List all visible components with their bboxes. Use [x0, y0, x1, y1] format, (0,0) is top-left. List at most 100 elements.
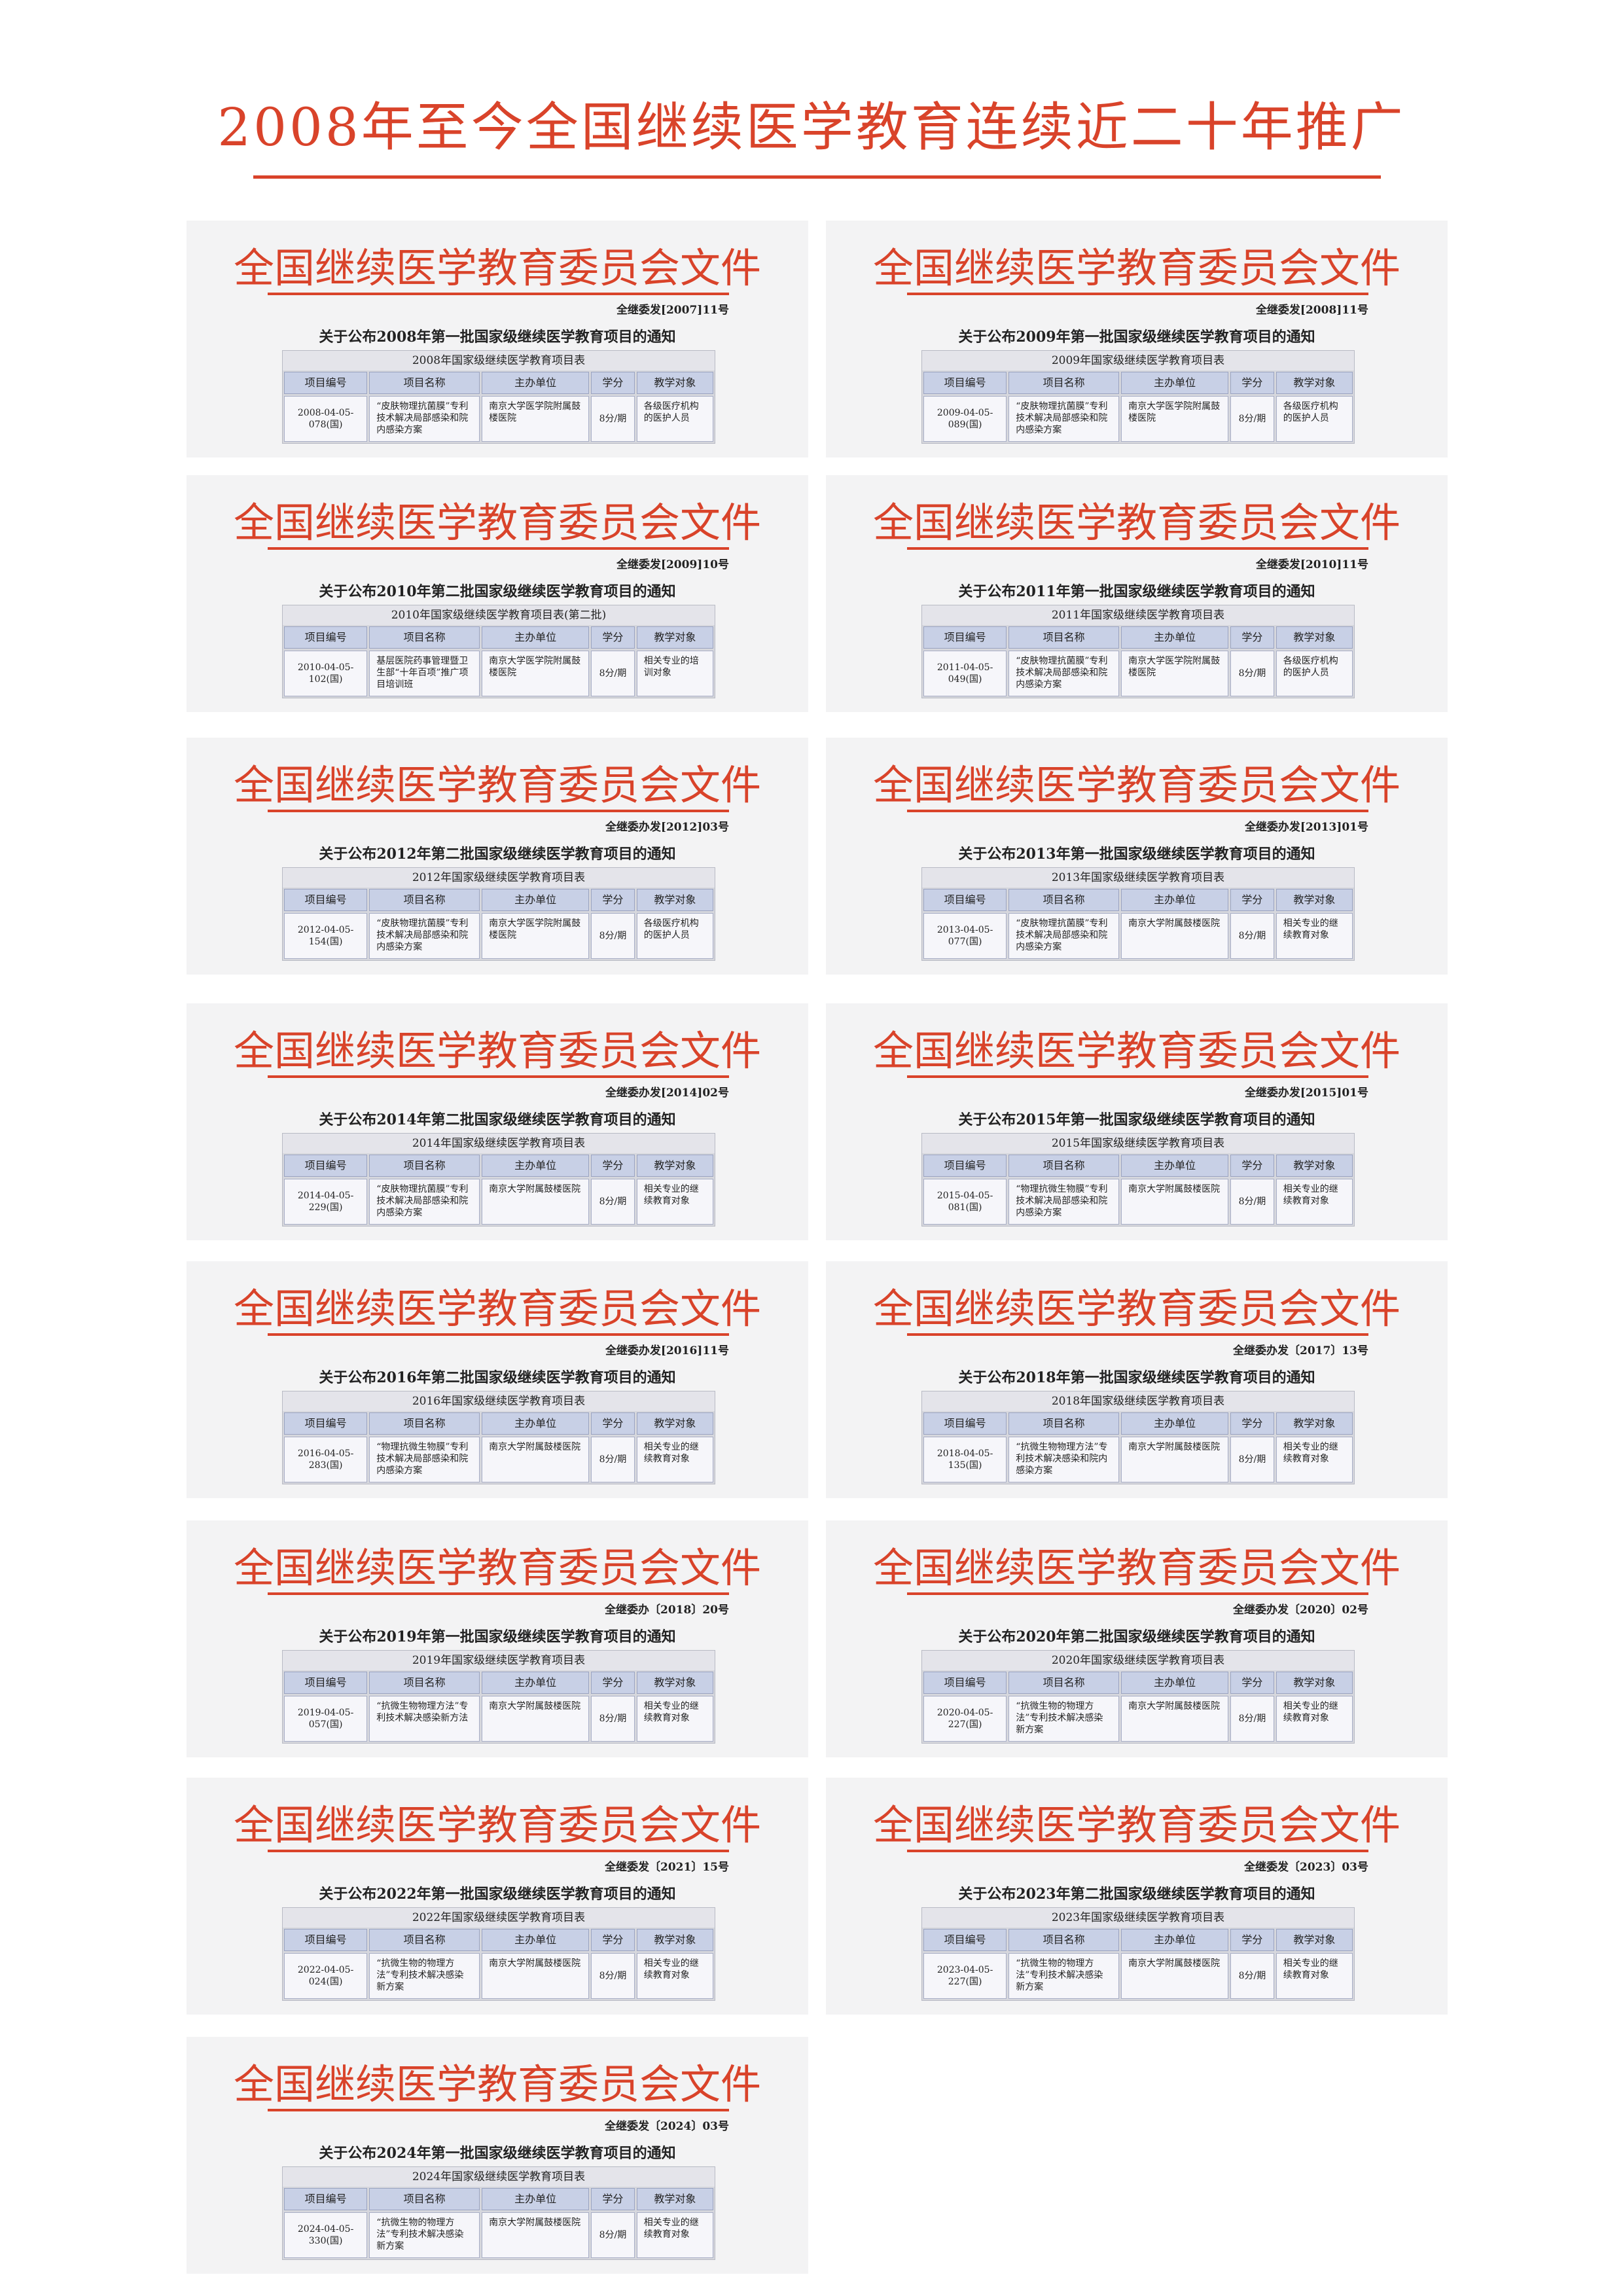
- card-header: 全国继续医学教育委员会文件: [872, 1801, 1400, 1849]
- column-header: 学分: [591, 626, 635, 649]
- table-cell: “抗微生物的物理方法”专利技术解决感染新方案: [1008, 1953, 1120, 1999]
- table-title: 2014年国家级继续医学教育项目表: [283, 1134, 715, 1153]
- table-cell: 8分/期: [591, 1437, 635, 1482]
- table-cell: 2013-04-05-077(国): [923, 913, 1007, 959]
- header-rule: [268, 810, 729, 812]
- table-title: 2022年国家级继续医学教育项目表: [283, 1908, 715, 1928]
- card-header: 全国继续医学教育委员会文件: [233, 1544, 761, 1592]
- column-header: 教学对象: [636, 1412, 713, 1435]
- table-cell: 8分/期: [1230, 396, 1274, 442]
- table-cell: 2014-04-05-229(国): [284, 1179, 368, 1225]
- header-rule: [907, 293, 1368, 295]
- column-header: 学分: [591, 1412, 635, 1435]
- column-header: 学分: [1230, 1412, 1274, 1435]
- table-cell: 相关专业的继续教育对象: [636, 1179, 713, 1225]
- table-cell: 南京大学医学院附属鼓楼医院: [1121, 396, 1229, 442]
- column-header: 教学对象: [1275, 1929, 1353, 1951]
- column-header: 学分: [591, 1929, 635, 1951]
- column-header: 学分: [1230, 626, 1274, 649]
- table-title: 2009年国家级继续医学教育项目表: [922, 351, 1354, 370]
- column-header: 学分: [591, 2188, 635, 2210]
- table-cell: 相关专业的继续教育对象: [1275, 1696, 1353, 1742]
- column-header: 主办单位: [1121, 626, 1229, 649]
- table-cell: “皮肤物理抗菌膜”专利技术解决局部感染和院内感染方案: [1008, 913, 1120, 959]
- column-header: 学分: [1230, 889, 1274, 911]
- table-title: 2013年国家级继续医学教育项目表: [922, 868, 1354, 888]
- table-title: 2015年国家级继续医学教育项目表: [922, 1134, 1354, 1153]
- doc-number: 全继委办发〔2020〕02号: [1233, 1604, 1368, 1617]
- table-cell: 南京大学附属鼓楼医院: [1121, 1696, 1229, 1742]
- column-header: 教学对象: [636, 2188, 713, 2210]
- table-grid: 项目编号 项目名称 主办单位 学分 教学对象 2020-04-05-227(国) “抗微生物…: [922, 1670, 1354, 1743]
- column-header: 主办单位: [1121, 1412, 1229, 1435]
- column-header: 项目编号: [923, 626, 1007, 649]
- table-cell: “物理抗微生物膜”专利技术解决局部感染和院内感染方案: [369, 1437, 480, 1482]
- column-header: 主办单位: [482, 1412, 590, 1435]
- document-card: 全国继续医学教育委员会文件 全继委办发〔2017〕13号 关于公布2018年第一批国…: [826, 1261, 1448, 1498]
- doc-number: 全继委发〔2021〕15号: [605, 1861, 729, 1874]
- table-grid: 项目编号 项目名称 主办单位 学分 教学对象 2024-04-05-330(国) “抗微生物…: [283, 2187, 715, 2259]
- header-rule: [268, 1592, 729, 1595]
- doc-number: 全继委办发[2014]02号: [605, 1086, 729, 1100]
- table-cell: 相关专业的继续教育对象: [636, 2212, 713, 2258]
- column-header: 主办单位: [482, 889, 590, 911]
- project-table: 2020年国家级继续医学教育项目表 项目编号 项目名称 主办单位 学分 教学对象 2020-…: [921, 1650, 1355, 1744]
- table-cell: 8分/期: [1230, 1696, 1274, 1742]
- project-table: 2013年国家级继续医学教育项目表 项目编号 项目名称 主办单位 学分 教学对象 2013-…: [921, 867, 1355, 961]
- notice-title: 关于公布2011年第一批国家级继续医学教育项目的通知: [958, 583, 1315, 600]
- table-title: 2016年国家级继续医学教育项目表: [283, 1391, 715, 1411]
- column-header: 学分: [1230, 1929, 1274, 1951]
- table-title: 2018年国家级继续医学教育项目表: [922, 1391, 1354, 1411]
- table-grid: 项目编号 项目名称 主办单位 学分 教学对象 2011-04-05-049(国) “皮肤物理…: [922, 625, 1354, 698]
- table-cell: 8分/期: [591, 396, 635, 442]
- table-cell: 南京大学附属鼓楼医院: [482, 1179, 590, 1225]
- notice-title: 关于公布2010年第二批国家级继续医学教育项目的通知: [319, 583, 676, 600]
- table-grid: 项目编号 项目名称 主办单位 学分 教学对象 2008-04-05-078(国) “皮肤物理…: [283, 370, 715, 443]
- header-rule: [268, 1075, 729, 1078]
- table-cell: 各级医疗机构的医护人员: [636, 396, 713, 442]
- table-cell: 各级医疗机构的医护人员: [1275, 396, 1353, 442]
- table-cell: “抗微生物物理方法”专利技术解决感染和院内感染方案: [1008, 1437, 1120, 1482]
- column-header: 项目编号: [284, 372, 368, 394]
- notice-title: 关于公布2024年第一批国家级继续医学教育项目的通知: [319, 2145, 676, 2162]
- table-cell: 南京大学医学院附属鼓楼医院: [482, 396, 590, 442]
- table-grid: 项目编号 项目名称 主办单位 学分 教学对象 2009-04-05-089(国) “皮肤物理…: [922, 370, 1354, 443]
- notice-title: 关于公布2009年第一批国家级继续医学教育项目的通知: [958, 329, 1315, 346]
- header-rule: [268, 2109, 729, 2111]
- card-header: 全国继续医学教育委员会文件: [233, 1801, 761, 1849]
- table-title: 2019年国家级继续医学教育项目表: [283, 1651, 715, 1670]
- project-table: 2011年国家级继续医学教育项目表 项目编号 项目名称 主办单位 学分 教学对象 2011-…: [921, 605, 1355, 698]
- column-header: 学分: [1230, 1672, 1274, 1694]
- table-cell: 2009-04-05-089(国): [923, 396, 1007, 442]
- doc-number: 全继委办发[2015]01号: [1244, 1086, 1368, 1100]
- table-cell: 2020-04-05-227(国): [923, 1696, 1007, 1742]
- document-card: 全国继续医学教育委员会文件 全继委发〔2024〕03号 关于公布2024年第一批国家…: [187, 2037, 808, 2274]
- document-card: 全国继续医学教育委员会文件 全继委办发[2016]11号 关于公布2016年第二批国…: [187, 1261, 808, 1498]
- document-card: 全国继续医学教育委员会文件 全继委办发[2015]01号 关于公布2015年第一批国…: [826, 1003, 1448, 1240]
- header-rule: [907, 1850, 1368, 1852]
- header-rule: [907, 1333, 1368, 1336]
- table-cell: 8分/期: [1230, 913, 1274, 959]
- column-header: 项目名称: [1008, 1155, 1120, 1177]
- table-cell: 2023-04-05-227(国): [923, 1953, 1007, 1999]
- doc-number: 全继委办发〔2017〕13号: [1233, 1344, 1368, 1357]
- table-cell: 2024-04-05-330(国): [284, 2212, 368, 2258]
- table-grid: 项目编号 项目名称 主办单位 学分 教学对象 2015-04-05-081(国) “物理抗微…: [922, 1153, 1354, 1226]
- column-header: 教学对象: [636, 1155, 713, 1177]
- table-grid: 项目编号 项目名称 主办单位 学分 教学对象 2023-04-05-227(国) “抗微生物…: [922, 1928, 1354, 2000]
- column-header: 教学对象: [1275, 626, 1353, 649]
- column-header: 项目名称: [1008, 1412, 1120, 1435]
- table-cell: 各级医疗机构的医护人员: [1275, 651, 1353, 696]
- doc-number: 全继委办发[2013]01号: [1244, 821, 1368, 834]
- column-header: 项目名称: [369, 889, 480, 911]
- header-rule: [268, 293, 729, 295]
- document-card: 全国继续医学教育委员会文件 全继委发[2008]11号 关于公布2009年第一批国家…: [826, 221, 1448, 457]
- table-grid: 项目编号 项目名称 主办单位 学分 教学对象 2016-04-05-283(国) “物理抗微…: [283, 1411, 715, 1484]
- column-header: 项目名称: [1008, 889, 1120, 911]
- column-header: 主办单位: [1121, 889, 1229, 911]
- column-header: 教学对象: [1275, 889, 1353, 911]
- table-cell: 2019-04-05-057(国): [284, 1696, 368, 1742]
- table-cell: 南京大学附属鼓楼医院: [1121, 913, 1229, 959]
- table-cell: “皮肤物理抗菌膜”专利技术解决局部感染和院内感染方案: [369, 913, 480, 959]
